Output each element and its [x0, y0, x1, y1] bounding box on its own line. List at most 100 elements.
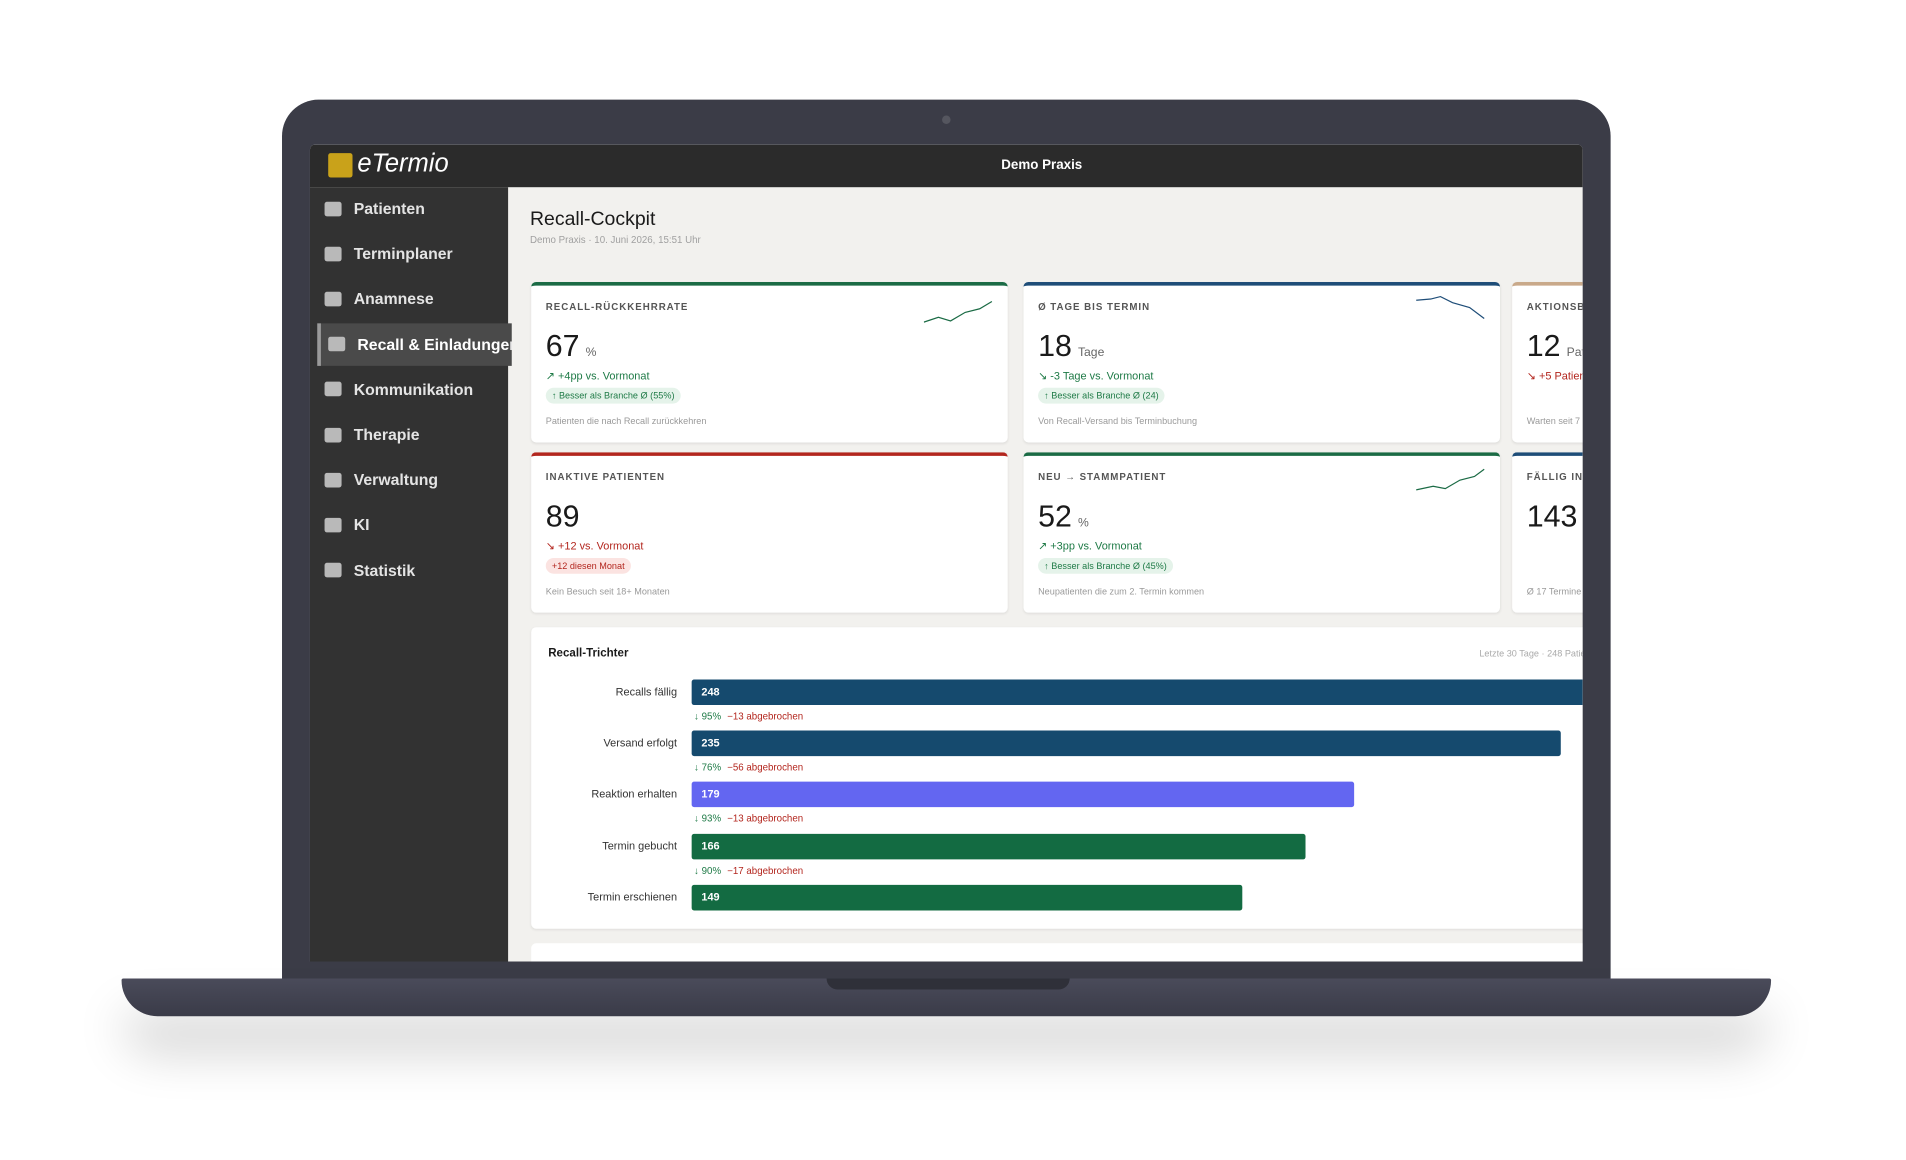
nav-item[interactable]: Therapie [317, 413, 508, 456]
kpi-card: AKTIONSBEDARF 12 Patienten ↘ +5 Patienten Wa… [1512, 282, 1583, 443]
kpi-label: INAKTIVE PATIENTEN [545, 471, 666, 483]
kpi-unit: % [585, 346, 597, 360]
kpi-note: Ø 17 Termine [1526, 585, 1582, 597]
logo-icon [328, 153, 353, 178]
nav-label: Therapie [353, 425, 420, 444]
nav-item[interactable]: Patienten [317, 187, 508, 230]
funnel-title: Recall-Trichter [548, 646, 629, 661]
kpi-number: 12 [1526, 329, 1561, 364]
kpi-number: 18 [1038, 329, 1072, 364]
kpi-number: 67 [545, 329, 580, 364]
kpi-note: Warten seit 7 [1526, 415, 1581, 427]
funnel-bar [691, 884, 1243, 911]
sparkline-path [1416, 295, 1485, 319]
page-title: Recall-Cockpit [529, 209, 656, 230]
funnel-conversion: ↓ 90% −17 abgebrochen [694, 865, 803, 876]
funnel-step-label: Termin erschienen [587, 890, 678, 903]
kpi-value: 18 Tage [1038, 329, 1104, 364]
nav-icon [324, 427, 342, 442]
kpi-card: FÄLLIG IN 143 Ø 17 Termine [1512, 452, 1583, 613]
kpi-trend: ↘ +5 Patienten [1526, 369, 1583, 382]
funnel-step-label: Termin gebucht [602, 839, 678, 852]
funnel-value: 179 [701, 788, 720, 801]
nav-icon [324, 291, 342, 307]
kpi-badge: ↑ Besser als Branche Ø (24) [1038, 387, 1165, 404]
kpi-value: 12 Patienten [1527, 329, 1583, 364]
sparkline-path [1416, 468, 1485, 491]
funnel-bar [691, 730, 1561, 757]
page-subtitle: Demo Praxis · 10. Juni 2026, 15:51 Uhr [529, 234, 701, 246]
funnel-step-label: Reaktion erhalten [591, 788, 678, 801]
sidebar: Patienten Terminplaner Anamnese Recall & Ei… [309, 187, 512, 962]
nav-item[interactable]: KI [317, 504, 508, 547]
funnel-value: 235 [701, 736, 720, 750]
conversion-dropped: −17 abgebrochen [727, 864, 804, 876]
kpi-trend: ↗ +3pp vs. Vormonat [1038, 539, 1142, 552]
kpi-number: 89 [545, 499, 580, 534]
nav-item[interactable]: Terminplaner [317, 232, 508, 275]
kpi-note: Kein Besuch seit 18+ Monaten [545, 585, 670, 597]
kpi-card: NEU → STAMMPATIENT 52% ↗ +3pp vs. Vormonat… [1023, 452, 1501, 613]
screen: eTermio Demo Praxis Patienten Terminplane… [309, 144, 1583, 962]
conversion-dropped: −56 abgebrochen [727, 762, 804, 774]
funnel-step-label: Recalls fällig [615, 685, 678, 698]
kpi-value: 67% [546, 329, 597, 364]
nav-item[interactable]: Recall & Einladungen [317, 322, 512, 366]
nav-icon [328, 336, 346, 352]
brand[interactable]: eTermio [357, 149, 449, 178]
conversion-rate: ↓ 76% [694, 762, 722, 774]
kpi-badge: +12 diesen Monat [545, 557, 631, 574]
nav-icon [324, 562, 342, 578]
kpi-note: Neupatienten die zum 2. Termin kommen [1038, 585, 1205, 597]
conversion-dropped: −13 abgebrochen [727, 813, 804, 825]
kpi-value: 143 [1527, 500, 1578, 535]
base-notch [826, 978, 1070, 990]
nav-item[interactable]: Anamnese [317, 278, 508, 321]
kpi-unit: Patienten [1566, 346, 1583, 360]
kpi-card: RECALL-RÜCKKEHRRATE 67% ↗ +4pp vs. Vormona… [531, 282, 1008, 443]
funnel-step-label: Versand erfolgt [603, 736, 678, 750]
kpi-label: AKTIONSBEDARF [1526, 301, 1583, 313]
sparkline [1416, 468, 1485, 491]
nav-icon [324, 246, 342, 261]
nav-label: KI [353, 515, 370, 535]
nav-item[interactable]: Verwaltung [317, 458, 508, 501]
kpi-note: Von Recall-Versand bis Terminbuchung [1038, 415, 1198, 427]
kpi-label: NEU → STAMMPATIENT [1038, 471, 1167, 483]
main-content: Recall-Cockpit Demo Praxis · 10. Juni 20… [508, 187, 1583, 962]
practice-name: Demo Praxis [1001, 158, 1083, 173]
kpi-badge: ↑ Besser als Branche Ø (45%) [1038, 557, 1173, 574]
funnel-bar [691, 679, 1583, 706]
funnel-bar [691, 782, 1354, 808]
conversion-rate: ↓ 90% [694, 864, 722, 876]
kpi-card: INAKTIVE PATIENTEN 89 ↘ +12 vs. Vormonat +1… [531, 452, 1008, 613]
nav-label: Statistik [353, 561, 416, 580]
kpi-unit: Tage [1077, 346, 1105, 360]
funnel-card: Recall-Trichter Letzte 30 Tage · 248 Pat… [531, 627, 1583, 929]
kpi-label: FÄLLIG IN [1526, 471, 1583, 483]
funnel-conversion: ↓ 95% −13 abgebrochen [694, 711, 803, 722]
kpi-trend: ↗ +4pp vs. Vormonat [545, 369, 650, 382]
nav-icon [324, 382, 342, 397]
sparkline-path [923, 300, 993, 323]
nav-label: Terminplaner [353, 244, 453, 263]
kpi-value: 89 [546, 500, 580, 535]
kpi-label: RECALL-RÜCKKEHRRATE [545, 301, 689, 313]
funnel-conversion: ↓ 76% −56 abgebrochen [694, 762, 803, 773]
kpi-value: 52% [1038, 500, 1089, 535]
funnel-conversion: ↓ 93% −13 abgebrochen [694, 814, 803, 825]
top-bar: eTermio Demo Praxis [309, 144, 1583, 188]
kpi-number: 143 [1526, 499, 1578, 534]
kpi-unit: % [1077, 516, 1089, 530]
next-card [531, 943, 1583, 962]
kpi-trend: ↘ -3 Tage vs. Vormonat [1038, 369, 1154, 382]
nav-item[interactable]: Statistik [317, 549, 508, 592]
nav-label: Kommunikation [353, 380, 474, 399]
nav-item[interactable]: Kommunikation [317, 368, 508, 411]
nav-label: Recall & Einladungen [357, 335, 512, 354]
nav-icon [324, 517, 342, 533]
funnel-value: 248 [701, 685, 720, 698]
kpi-trend: ↘ +12 vs. Vormonat [545, 539, 644, 552]
